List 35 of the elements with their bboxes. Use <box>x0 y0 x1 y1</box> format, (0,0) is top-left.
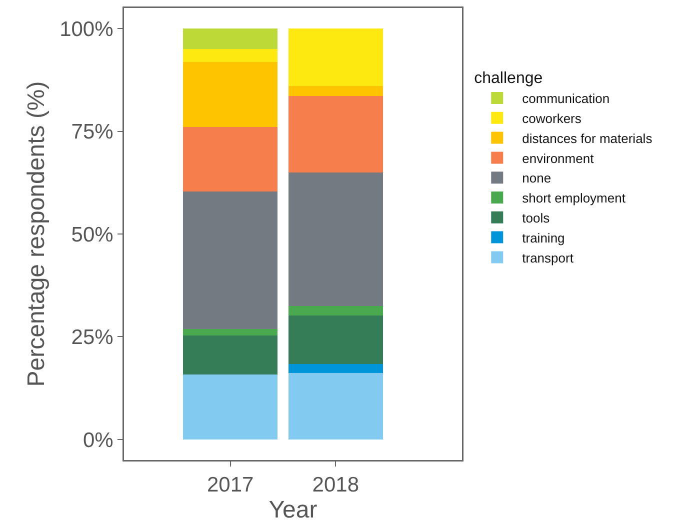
bar <box>182 328 278 336</box>
x-tick-label: 2017 <box>206 474 254 497</box>
y-tick-label: 50% <box>71 223 114 246</box>
bar <box>182 62 278 127</box>
bar <box>182 192 278 329</box>
legend-label: transport <box>522 250 574 266</box>
x-tick-label: 2018 <box>312 474 359 497</box>
bar <box>288 96 384 172</box>
bar <box>288 28 384 86</box>
y-tick-label: 0% <box>82 428 114 452</box>
legend-label: distances for materials <box>522 130 653 146</box>
bar <box>182 49 278 62</box>
legend-label: none <box>522 170 552 186</box>
legend-label: short employment <box>522 190 626 206</box>
legend-label: coworkers <box>522 110 582 126</box>
bar <box>288 372 384 440</box>
x-axis-title: Year <box>268 496 318 524</box>
legend-label: environment <box>522 150 594 166</box>
bar <box>288 315 384 364</box>
legend-title: challenge <box>474 70 543 88</box>
bar <box>288 172 384 306</box>
bar <box>182 374 278 440</box>
bar <box>182 126 278 192</box>
bar <box>288 306 384 316</box>
bar <box>182 335 278 375</box>
legend-label: tools <box>522 210 550 226</box>
bar <box>182 28 278 50</box>
y-axis-title: Percentage respondents (%) <box>22 81 50 387</box>
legend-label: training <box>522 230 565 246</box>
y-tick-label: 75% <box>71 120 114 144</box>
bar <box>288 86 384 96</box>
y-tick-label: 100% <box>60 18 114 41</box>
bar <box>288 364 384 373</box>
y-tick-label: 25% <box>71 326 114 350</box>
legend-label: communication <box>522 91 610 106</box>
